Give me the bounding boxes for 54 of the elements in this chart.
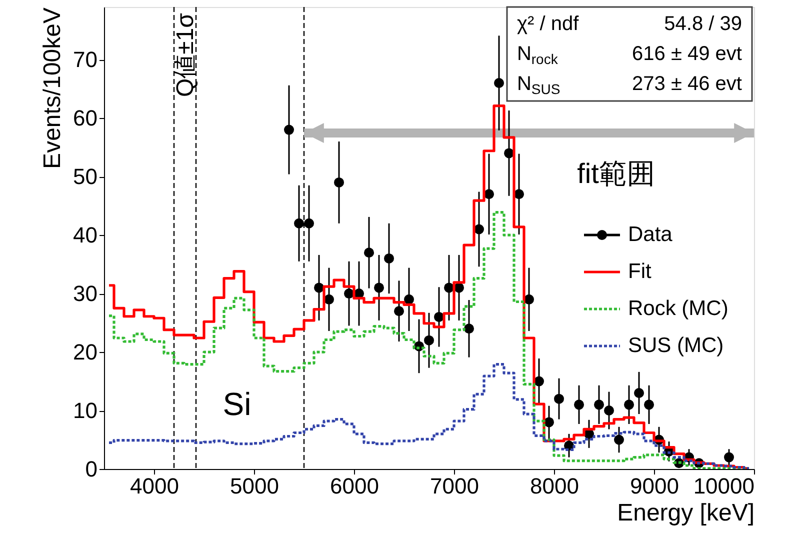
- point: [494, 78, 504, 88]
- point: [364, 248, 374, 258]
- annotation: χ² / ndf: [517, 13, 580, 35]
- y-tick-label: 10: [73, 398, 98, 424]
- legend-label: Fit: [628, 260, 652, 283]
- x-tick-label: 6000: [330, 474, 379, 498]
- point: [384, 253, 394, 264]
- point: [554, 394, 564, 404]
- point: [394, 306, 404, 316]
- legend-label: Rock (MC): [628, 297, 728, 320]
- point: [614, 434, 624, 445]
- point: [524, 294, 534, 304]
- y-tick-label: 0: [85, 456, 98, 482]
- point: [424, 335, 434, 346]
- point: [724, 452, 734, 462]
- point: [324, 294, 334, 304]
- x-tick-label: 8000: [530, 474, 579, 498]
- point: [294, 218, 304, 228]
- annotation: 616 ± 49 evt: [632, 43, 742, 65]
- point: [434, 312, 444, 322]
- point: [604, 406, 614, 416]
- x-axis-title: Energy [keV]: [617, 500, 754, 526]
- x-tick-label: 7000: [430, 474, 479, 498]
- annotation: 273 ± 46 evt: [632, 73, 742, 95]
- y-tick-label: 70: [73, 47, 98, 72]
- annotation: 54.8 / 39: [664, 13, 742, 35]
- y-tick-label: 20: [73, 340, 98, 365]
- legend-label: Data: [628, 223, 673, 246]
- point: [644, 400, 654, 410]
- point: [304, 218, 314, 228]
- point: [404, 294, 414, 304]
- point: [594, 400, 604, 410]
- y-tick-label: 50: [73, 164, 98, 190]
- x-tick-label: 5000: [230, 474, 279, 498]
- legend-label: SUS (MC): [628, 334, 724, 357]
- x-tick-label: 10000: [693, 474, 754, 498]
- annotation: Q値±1σ: [172, 12, 199, 97]
- y-axis-title: Events/100keV: [39, 8, 66, 169]
- point: [314, 282, 324, 293]
- point: [374, 282, 384, 293]
- point: [464, 324, 474, 334]
- point: [624, 400, 634, 410]
- y-tick-label: 60: [73, 106, 98, 131]
- y-tick-label: 40: [73, 222, 98, 248]
- point: [284, 124, 294, 135]
- y-tick-label: 30: [73, 281, 98, 306]
- x-tick-label: 4000: [130, 474, 179, 498]
- annotation: Si: [222, 386, 252, 422]
- x-tick-label: 9000: [630, 474, 679, 498]
- point: [634, 388, 644, 398]
- annotation: fit範囲: [577, 158, 655, 189]
- point: [574, 400, 584, 410]
- point: [344, 288, 354, 299]
- point: [334, 177, 344, 188]
